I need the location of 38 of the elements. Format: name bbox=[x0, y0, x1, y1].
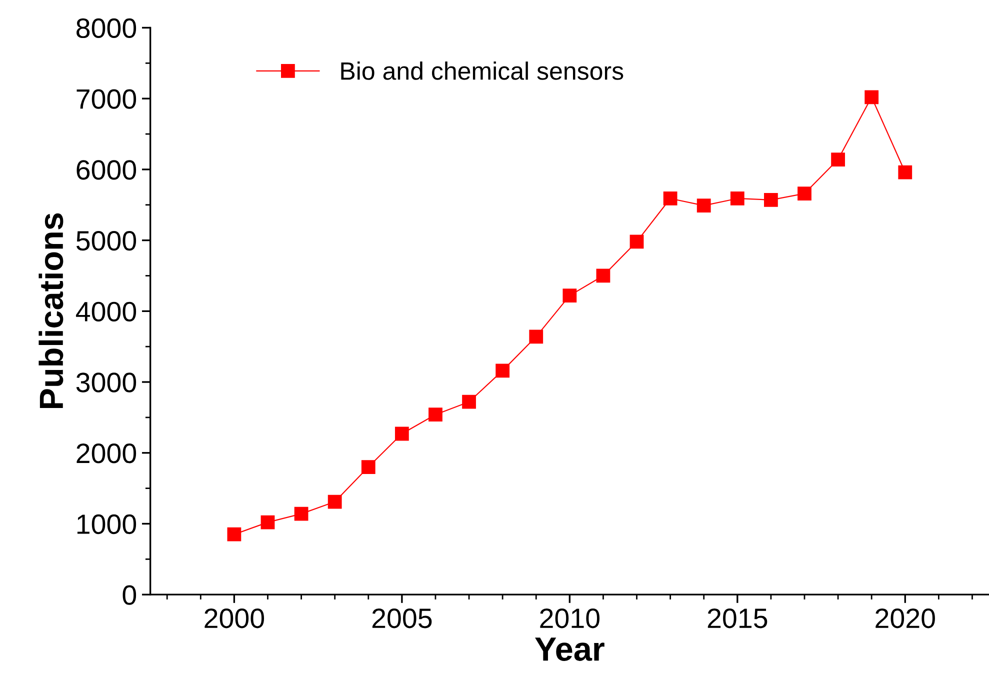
point bbox=[663, 192, 678, 206]
point bbox=[630, 234, 644, 249]
point bbox=[462, 394, 476, 409]
legend-label: Bio and chemical sensors bbox=[341, 62, 624, 80]
y-axis-title: Publications bbox=[38, 213, 64, 408]
y-tick-label: 2000 bbox=[76, 444, 136, 464]
point bbox=[260, 515, 275, 530]
point bbox=[562, 288, 577, 303]
point bbox=[394, 426, 409, 441]
point bbox=[294, 506, 308, 521]
point bbox=[798, 186, 812, 200]
y-tick-label: 4000 bbox=[76, 302, 136, 322]
x-axis-title: Year bbox=[535, 638, 604, 661]
point bbox=[898, 165, 912, 180]
point bbox=[730, 192, 744, 206]
point bbox=[496, 364, 510, 378]
y-tick-label: 7000 bbox=[76, 89, 136, 109]
x-tick-label: 2000 bbox=[204, 608, 264, 628]
point bbox=[764, 192, 778, 207]
y-tick-label: 1000 bbox=[77, 514, 136, 534]
y-tick-label: 5000 bbox=[76, 230, 136, 251]
point bbox=[227, 527, 242, 542]
point bbox=[428, 408, 442, 422]
y-tick-label: 8000 bbox=[76, 18, 136, 38]
point bbox=[361, 460, 376, 474]
x-tick-label: 2010 bbox=[540, 608, 600, 628]
point bbox=[831, 152, 845, 166]
x-tick-label: 2020 bbox=[876, 608, 935, 628]
point bbox=[596, 268, 610, 283]
y-tick-label: 6000 bbox=[76, 160, 136, 180]
y-tick-label: 3000 bbox=[76, 372, 136, 392]
x-tick-label: 2005 bbox=[372, 608, 432, 628]
point bbox=[864, 90, 879, 104]
point bbox=[529, 330, 544, 344]
x-tick-label: 2015 bbox=[708, 608, 768, 628]
y-tick-label: 0 bbox=[122, 585, 136, 605]
point bbox=[328, 494, 342, 509]
point bbox=[696, 198, 711, 213]
